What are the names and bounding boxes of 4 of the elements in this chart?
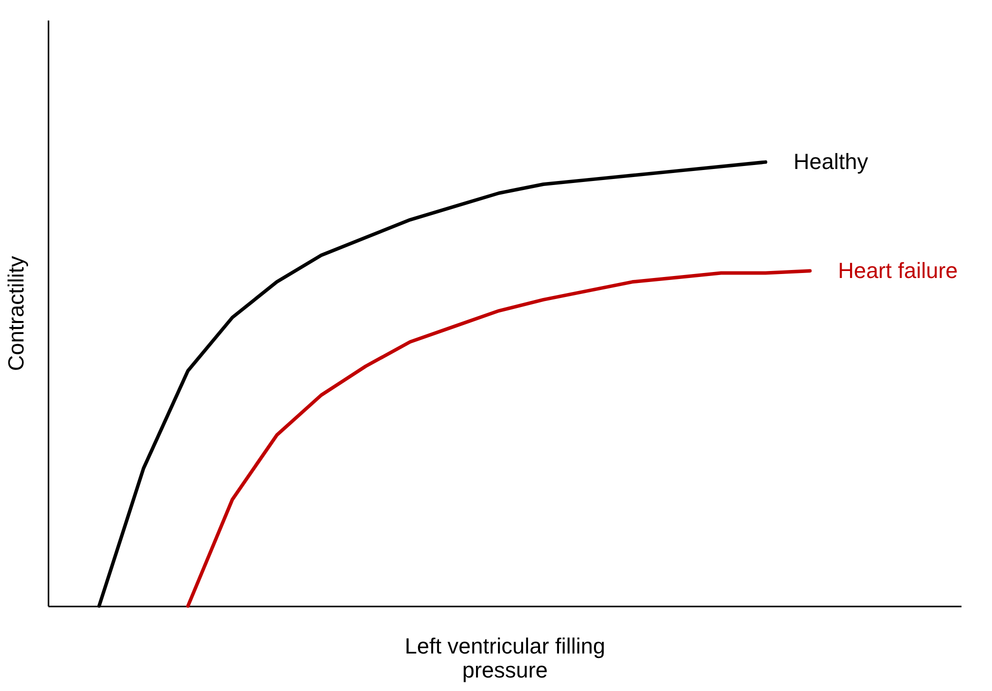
y-axis-title: Contractility	[4, 256, 28, 371]
x-axis-title: Left ventricular filling pressure	[404, 634, 606, 682]
series-label: Heart failure	[838, 258, 958, 283]
series-label: Healthy	[794, 149, 868, 174]
